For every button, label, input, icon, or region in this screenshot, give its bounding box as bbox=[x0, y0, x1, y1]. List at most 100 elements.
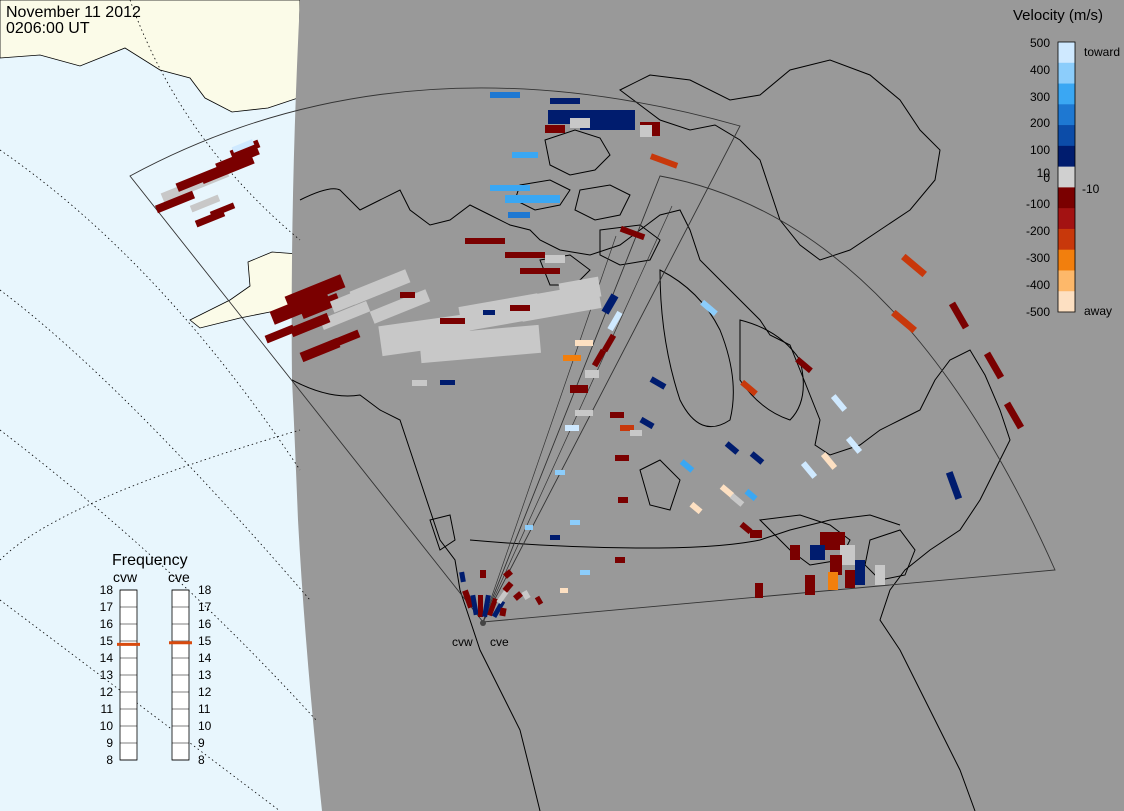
velocity-cell bbox=[845, 436, 863, 454]
velocity-cell bbox=[790, 545, 800, 560]
velocity-cell bbox=[459, 571, 466, 583]
frequency-scale: 18 17 16 15 14 13 12 11 10 9 8 18 17 16 15 14 13 12 11 10 9 8 bbox=[100, 583, 212, 767]
colorbar-swatches bbox=[1058, 42, 1075, 313]
colorbar-tick-label: -200 bbox=[1026, 224, 1050, 238]
velocity-cell bbox=[700, 299, 718, 317]
dayside-landmass bbox=[0, 0, 301, 113]
frequency-tick-label: 12 bbox=[198, 685, 212, 699]
velocity-cell bbox=[369, 289, 431, 324]
colorbar-tick-label: -100 bbox=[1026, 197, 1050, 211]
colorbar-swatch bbox=[1058, 104, 1075, 126]
velocity-cell bbox=[555, 470, 565, 475]
velocity-cell bbox=[565, 425, 579, 431]
radar-site-cve-label: cve bbox=[490, 635, 509, 649]
velocity-cell bbox=[875, 565, 885, 585]
velocity-cell bbox=[607, 310, 623, 332]
frequency-tick-label: 16 bbox=[100, 617, 114, 631]
frequency-tick-label: 8 bbox=[198, 753, 205, 767]
velocity-cell bbox=[639, 416, 655, 430]
colorbar-tick-label: -400 bbox=[1026, 278, 1050, 292]
velocity-cell bbox=[550, 98, 580, 104]
velocity-cell bbox=[749, 451, 765, 465]
colorbar-tick-label: -500 bbox=[1026, 305, 1050, 319]
velocity-cell bbox=[619, 225, 646, 241]
velocity-cell bbox=[502, 581, 514, 593]
velocity-cell bbox=[209, 202, 236, 218]
velocity-cell bbox=[512, 152, 538, 158]
frequency-tick-label: 10 bbox=[198, 719, 212, 733]
velocity-cell bbox=[828, 572, 838, 590]
velocity-cell bbox=[820, 452, 838, 470]
velocity-cell bbox=[299, 337, 341, 363]
velocity-cell bbox=[755, 583, 763, 598]
velocity-cell bbox=[630, 430, 642, 436]
velocity-cell bbox=[470, 594, 479, 616]
velocity-cell bbox=[820, 532, 845, 550]
velocity-cell bbox=[558, 276, 602, 304]
velocity-cell bbox=[299, 292, 341, 320]
frequency-tick-label: 8 bbox=[106, 753, 113, 767]
frequency-tick-label: 13 bbox=[198, 668, 212, 682]
velocity-cell bbox=[284, 274, 346, 310]
velocity-cell bbox=[679, 459, 695, 473]
frequency-tick-label: 10 bbox=[100, 719, 114, 733]
velocity-cell bbox=[545, 125, 565, 133]
velocity-cell bbox=[505, 252, 545, 258]
velocity-cell bbox=[840, 545, 855, 565]
radar-site-markers: cvw cve bbox=[452, 620, 509, 649]
velocity-cell bbox=[419, 324, 541, 364]
velocity-cell bbox=[400, 292, 415, 298]
velocity-cell bbox=[570, 520, 580, 525]
velocity-cell bbox=[560, 588, 568, 593]
colorbar-swatch bbox=[1058, 228, 1075, 251]
velocity-cell bbox=[855, 560, 865, 585]
velocity-cell bbox=[534, 595, 544, 606]
frequency-tick-label: 16 bbox=[198, 617, 212, 631]
velocity-cell bbox=[505, 195, 560, 203]
velocity-cell bbox=[465, 238, 505, 244]
velocity-cell bbox=[610, 412, 624, 418]
colorbar-tick-label: -300 bbox=[1026, 251, 1050, 265]
velocity-cell bbox=[618, 497, 628, 503]
frequency-tick-label: 15 bbox=[100, 634, 114, 648]
frequency-tick-label: 14 bbox=[100, 651, 114, 665]
velocity-cell bbox=[719, 484, 735, 498]
velocity-cell bbox=[319, 301, 371, 330]
velocity-cell bbox=[649, 376, 667, 390]
velocity-cell bbox=[491, 599, 506, 619]
velocity-cell bbox=[901, 253, 927, 278]
velocity-cell bbox=[795, 356, 813, 374]
colorbar-swatch bbox=[1058, 145, 1075, 168]
radar-site-cvw-marker bbox=[480, 620, 486, 626]
alaska-peninsula bbox=[189, 251, 299, 329]
velocity-cell bbox=[601, 333, 617, 353]
velocity-cell bbox=[513, 591, 523, 601]
velocity-cell bbox=[480, 570, 486, 578]
colorbar-tick-label: -10 bbox=[1082, 182, 1100, 196]
velocity-cell bbox=[615, 557, 625, 563]
velocity-cell bbox=[810, 545, 825, 560]
frequency-radar-cve-label: cve bbox=[168, 569, 190, 585]
velocity-cell bbox=[499, 607, 507, 617]
frequency-tick-label: 15 bbox=[198, 634, 212, 648]
colorbar-ticks: 500 400 300 200 100 100 -10 -100 -200 -300 -400 -50… bbox=[1026, 36, 1100, 319]
velocity-cell bbox=[729, 493, 745, 507]
colorbar-swatch bbox=[1058, 249, 1075, 271]
frequency-panel: Frequency cvw cve 1817161514131211109818… bbox=[100, 552, 212, 767]
colorbar-tick-label: 300 bbox=[1030, 90, 1050, 104]
colorbar-swatch bbox=[1058, 166, 1075, 188]
velocity-cells bbox=[154, 92, 1025, 619]
velocity-cell bbox=[575, 410, 593, 416]
colorbar-swatch bbox=[1058, 42, 1075, 64]
velocity-cell bbox=[490, 92, 520, 98]
colorbar-swatch bbox=[1058, 62, 1075, 85]
frequency-tick-label: 13 bbox=[100, 668, 114, 682]
velocity-cell bbox=[200, 155, 255, 184]
velocity-cell bbox=[462, 589, 474, 609]
velocity-cell bbox=[580, 570, 590, 575]
frequency-tick-label: 18 bbox=[100, 583, 114, 597]
colorbar-swatch bbox=[1058, 291, 1075, 313]
time-label: 0206:00 UT bbox=[6, 20, 90, 37]
velocity-cell bbox=[440, 380, 455, 385]
